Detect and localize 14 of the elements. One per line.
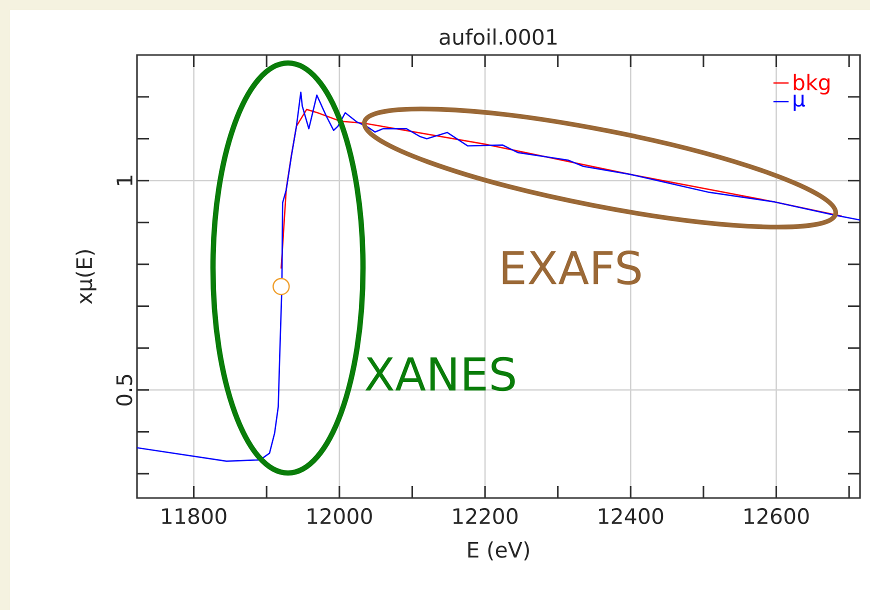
annotation: XANES [365, 356, 515, 392]
y-axis-title: xμ(E) [76, 250, 96, 304]
x-tick-label: 12600 [744, 508, 809, 524]
x-tick-label: 12400 [599, 508, 664, 524]
y-tick-label: 1 [116, 176, 132, 186]
legend-label: bkg [794, 74, 830, 95]
x-tick-label: 12200 [453, 508, 518, 524]
chart-title: aufoil.0001 [440, 28, 557, 45]
x-tick-label: 12000 [308, 508, 372, 524]
annotation: EXAFS [502, 250, 641, 285]
legend-label: μ [794, 94, 805, 111]
y-tick-label: 0.5 [116, 374, 132, 406]
x-axis-title: E (eV) [468, 541, 529, 560]
x-tick-label: 11800 [162, 508, 226, 524]
